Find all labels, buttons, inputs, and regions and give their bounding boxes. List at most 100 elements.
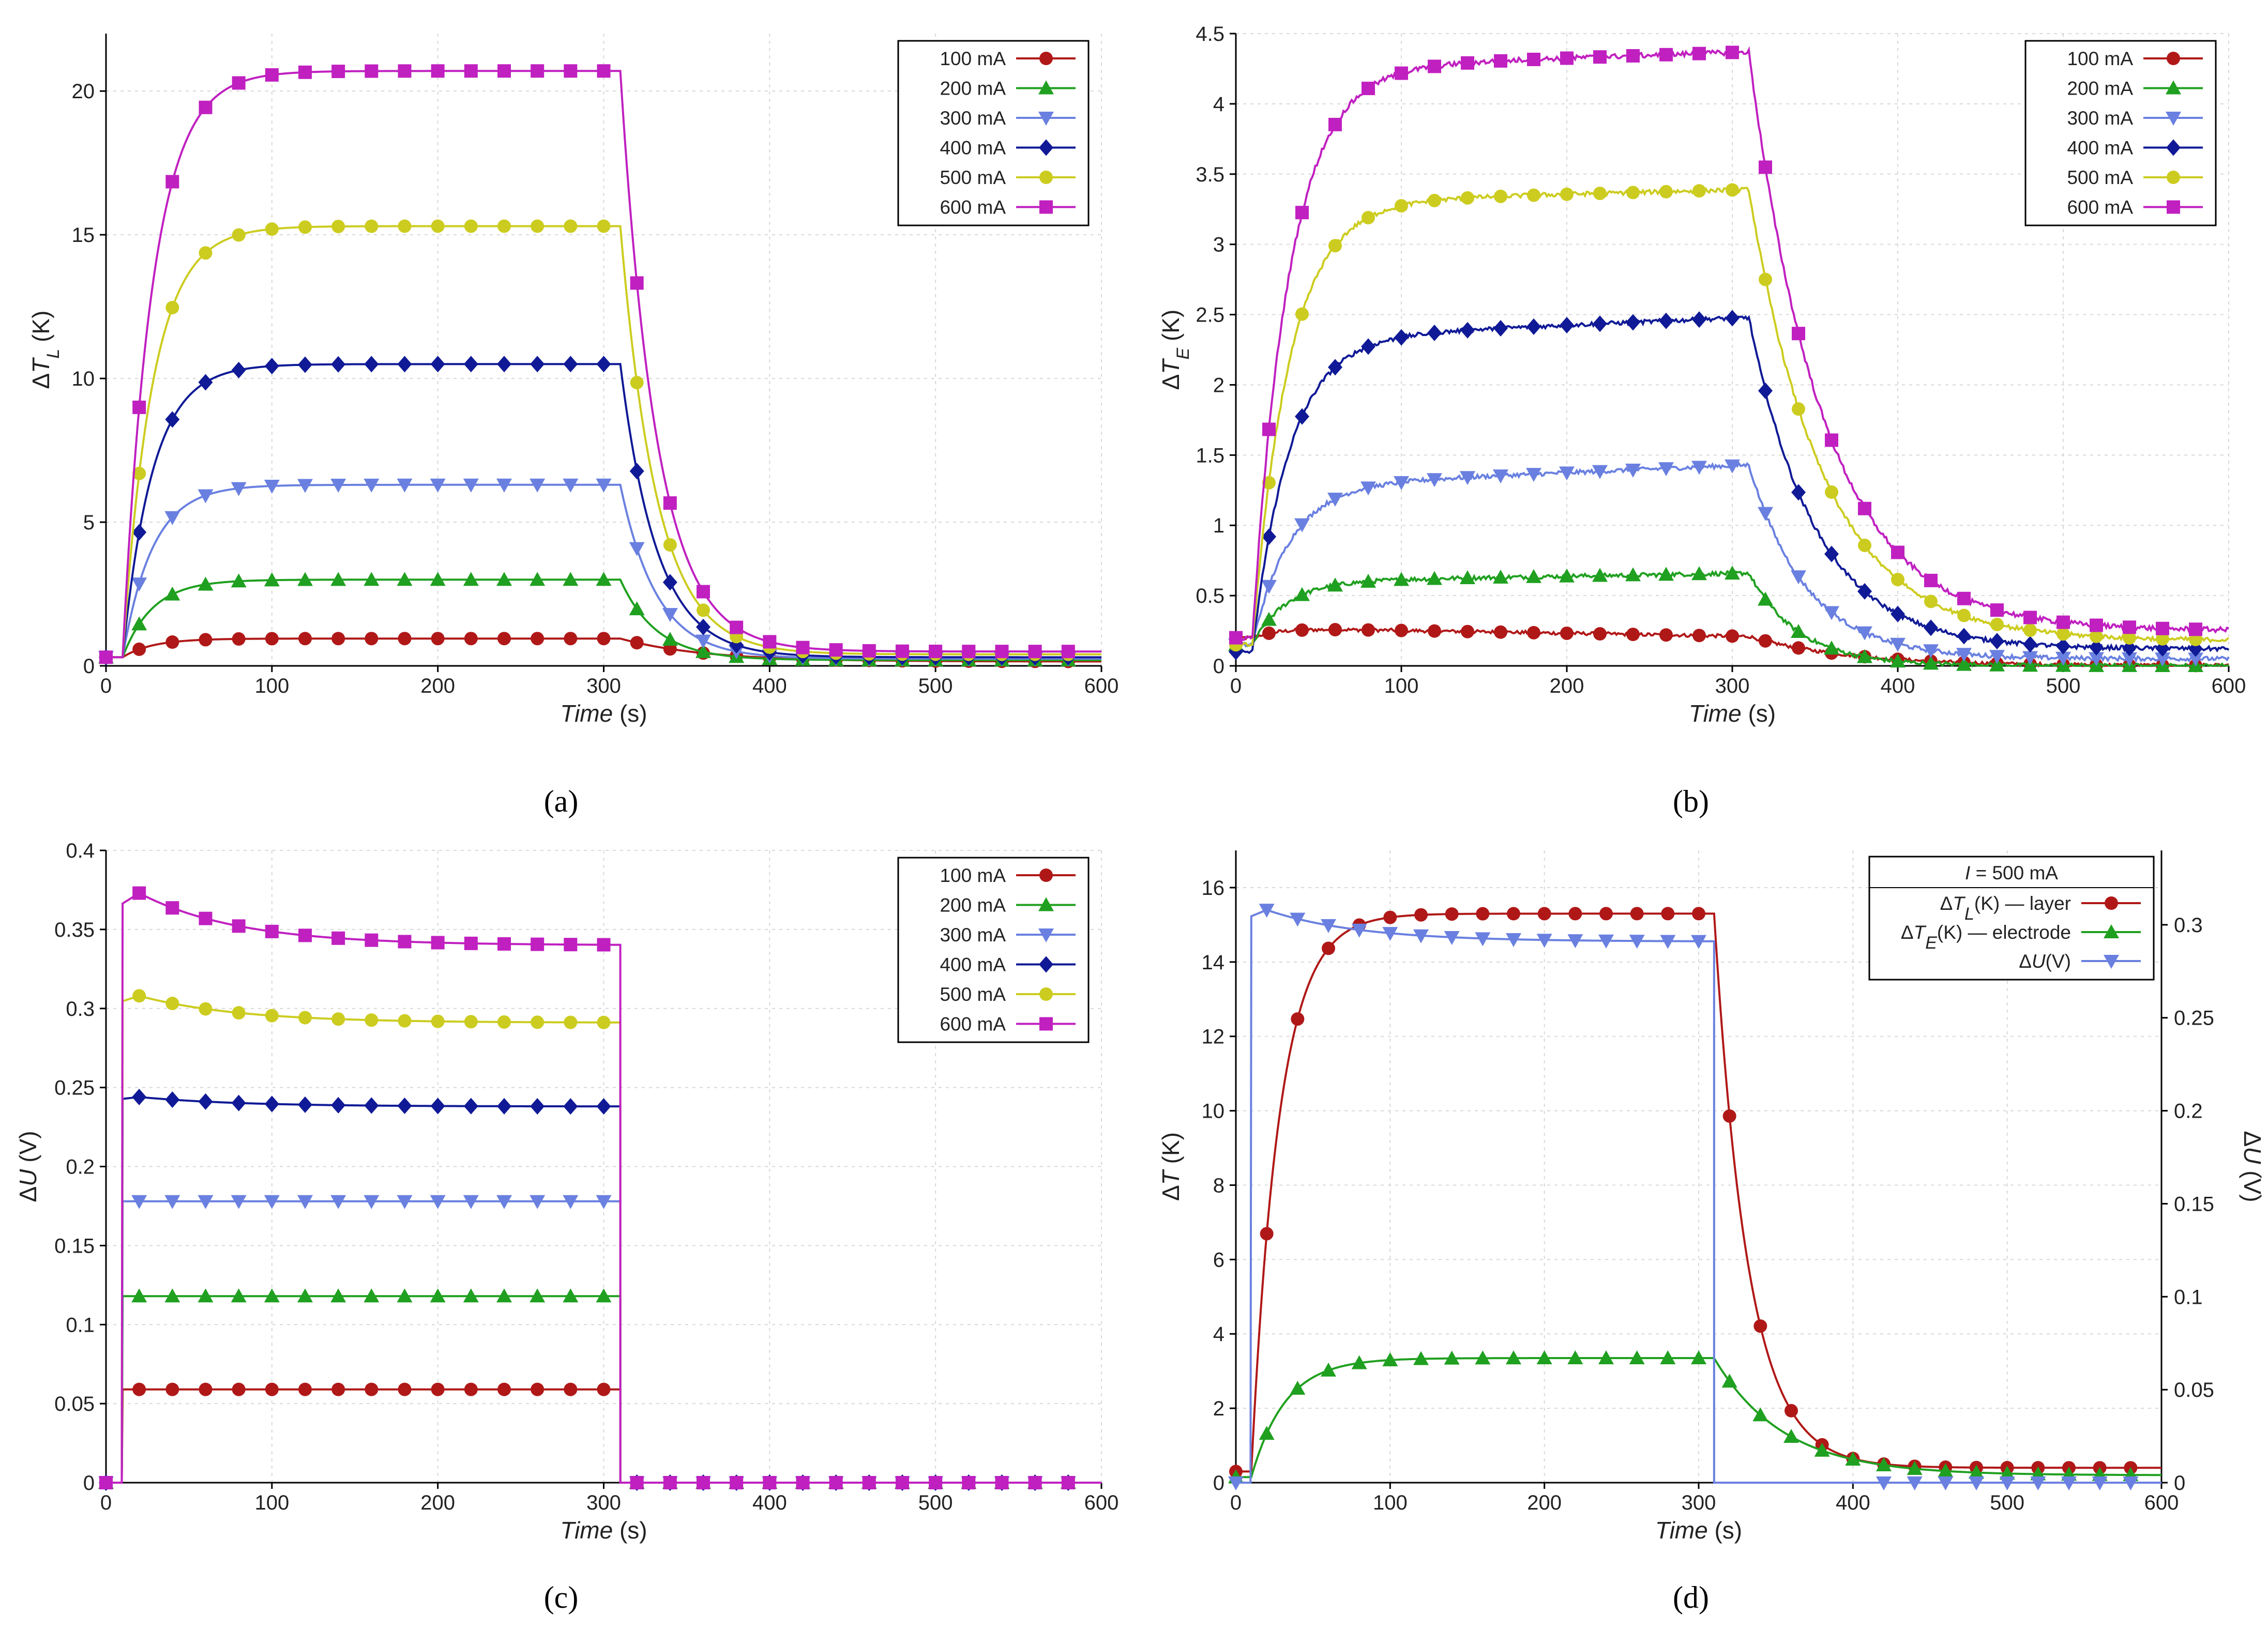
data-point-400-ma bbox=[1262, 528, 1276, 545]
data-point-400-ma bbox=[165, 411, 180, 428]
caption-c: (c) bbox=[544, 1580, 579, 1614]
data-point-400-ma bbox=[596, 356, 611, 373]
x-tick-label: 100 bbox=[1373, 1491, 1408, 1514]
data-point-300-ma bbox=[1890, 637, 1906, 652]
data-point-u-v bbox=[1876, 1476, 1892, 1490]
y-tick-label-right: 0.15 bbox=[2174, 1193, 2214, 1215]
data-point-100-ma bbox=[1295, 623, 1309, 637]
data-point-300-ma bbox=[530, 478, 546, 493]
data-point-600-ma bbox=[298, 65, 312, 79]
data-point-300-ma bbox=[1658, 462, 1674, 477]
y-tick-label: 0.35 bbox=[54, 919, 95, 941]
data-point-200-ma bbox=[695, 644, 711, 658]
data-point-600-ma bbox=[1659, 48, 1673, 62]
legend: 100 mA 200 mA 300 mA 400 mA 500 mA 600 mA bbox=[897, 857, 1090, 1043]
data-point-200-ma bbox=[1923, 656, 1939, 670]
data-point-600-ma bbox=[232, 76, 246, 90]
data-point-t-l-k-layer bbox=[1661, 907, 1675, 921]
data-point-600-ma bbox=[796, 641, 810, 654]
data-point-200-ma bbox=[1394, 572, 1409, 586]
data-point-400-ma bbox=[198, 374, 213, 391]
legend-marker bbox=[1039, 200, 1053, 214]
data-point-600-ma bbox=[862, 1476, 876, 1489]
data-point-500-ma bbox=[2090, 629, 2103, 643]
data-point-600-ma bbox=[1593, 50, 1607, 64]
data-point-200-ma bbox=[164, 1288, 180, 1303]
y-tick-label: 3 bbox=[1213, 234, 1224, 256]
data-point-600-ma bbox=[697, 1476, 710, 1489]
data-point-600-ma bbox=[497, 937, 511, 951]
data-point-300-ma bbox=[463, 1195, 479, 1209]
legend-marker bbox=[2105, 896, 2118, 910]
data-point-300-ma bbox=[1824, 606, 1839, 620]
data-point-100-ma bbox=[132, 1382, 146, 1396]
data-point-600-ma bbox=[730, 1476, 744, 1489]
data-point-200-ma bbox=[1989, 657, 2005, 672]
data-point-200-ma bbox=[596, 1288, 612, 1303]
data-point-500-ma bbox=[464, 1015, 478, 1029]
data-point-600-ma bbox=[531, 937, 545, 951]
data-point-100-ma bbox=[398, 632, 412, 646]
data-point-500-ma bbox=[531, 219, 545, 233]
data-point-400-ma bbox=[563, 356, 578, 373]
data-point-t-e-k-electrode bbox=[1351, 1355, 1367, 1369]
data-point-200-ma bbox=[430, 1288, 446, 1303]
data-point-200-ma bbox=[364, 572, 380, 586]
data-point-200-ma bbox=[1327, 577, 1343, 592]
legend-label: 600 mA bbox=[940, 197, 1006, 218]
x-tick-label: 500 bbox=[2046, 675, 2081, 697]
data-point-400-ma bbox=[1725, 310, 1740, 327]
data-point-600-ma bbox=[962, 1476, 976, 1489]
x-tick-label: 600 bbox=[1084, 675, 1119, 697]
data-point-t-e-k-electrode bbox=[1475, 1350, 1491, 1365]
data-point-600-ma bbox=[564, 64, 578, 78]
data-point-500-ma bbox=[431, 1014, 445, 1028]
data-point-400-ma bbox=[298, 356, 312, 373]
data-point-u-v bbox=[2030, 1476, 2046, 1490]
data-point-400-ma bbox=[231, 1094, 246, 1111]
data-point-400-ma bbox=[231, 361, 246, 378]
x-tick-label: 400 bbox=[1836, 1491, 1870, 1514]
legend-marker bbox=[2167, 200, 2180, 214]
x-axis-label: Time (s) bbox=[560, 700, 647, 727]
data-point-u-v bbox=[1351, 923, 1367, 938]
data-point-500-ma bbox=[1990, 617, 2004, 631]
data-point-100-ma bbox=[1461, 624, 1474, 638]
data-point-600-ma bbox=[829, 643, 843, 657]
data-point-200-ma bbox=[198, 1288, 214, 1303]
data-point-300-ma bbox=[596, 1195, 612, 1209]
data-point-t-e-k-electrode bbox=[1814, 1442, 1830, 1457]
y-tick-label: 1 bbox=[1213, 514, 1224, 537]
x-tick-label: 500 bbox=[918, 675, 953, 697]
data-point-t-e-k-electrode bbox=[1598, 1350, 1614, 1365]
data-point-400-ma bbox=[132, 524, 147, 541]
data-point-600-ma bbox=[232, 919, 246, 933]
data-point-t-l-k-layer bbox=[1507, 907, 1520, 921]
data-point-t-l-k-layer bbox=[1785, 1404, 1798, 1418]
data-point-500-ma bbox=[1527, 188, 1540, 202]
data-point-500-ma bbox=[497, 1015, 511, 1029]
data-point-600-ma bbox=[1061, 1476, 1075, 1489]
data-point-200-ma bbox=[131, 616, 147, 631]
data-point-t-e-k-electrode bbox=[1783, 1429, 1799, 1443]
data-point-600-ma bbox=[829, 1476, 843, 1489]
x-tick-label: 600 bbox=[1084, 1491, 1119, 1514]
data-point-200-ma bbox=[430, 572, 446, 586]
data-point-300-ma bbox=[695, 634, 711, 649]
data-point-t-l-k-layer bbox=[1537, 907, 1551, 921]
data-point-200-ma bbox=[629, 601, 645, 616]
data-point-600-ma bbox=[597, 64, 611, 78]
data-point-200-ma bbox=[1625, 567, 1641, 582]
data-point-200-ma bbox=[231, 573, 247, 588]
legend-marker bbox=[1039, 171, 1053, 184]
data-point-600-ma bbox=[763, 635, 777, 649]
data-point-400-ma bbox=[430, 356, 445, 373]
series-200-ma bbox=[1228, 566, 2229, 672]
data-point-600-ma bbox=[165, 175, 179, 189]
data-point-400-ma bbox=[397, 1098, 412, 1115]
data-point-500-ma bbox=[1891, 573, 1904, 587]
legend-marker bbox=[1039, 52, 1053, 65]
data-point-600-ma bbox=[1692, 47, 1706, 60]
data-point-400-ma bbox=[1593, 315, 1607, 332]
data-point-500-ma bbox=[431, 219, 445, 233]
